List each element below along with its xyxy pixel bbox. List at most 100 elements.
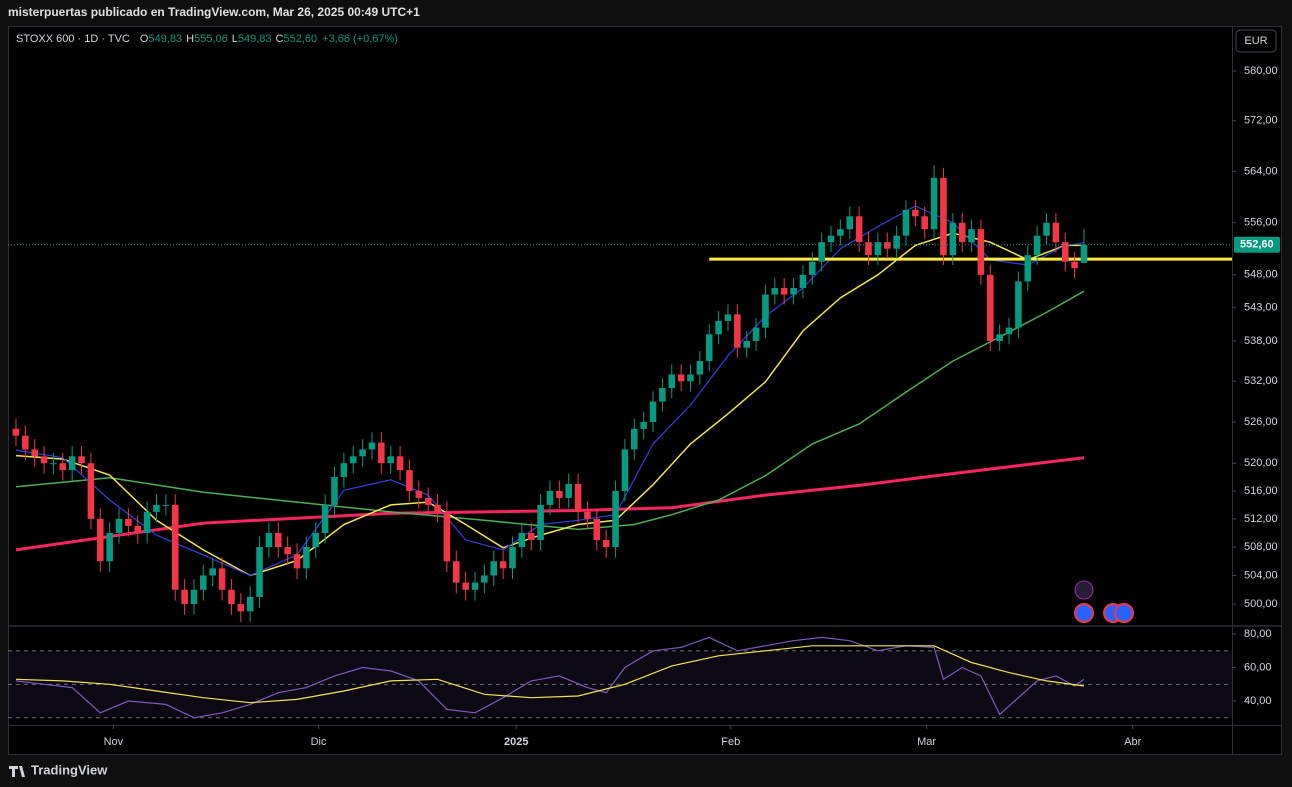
candle-body [97,518,104,562]
candle-body [171,504,179,590]
candle-body [275,532,282,548]
candle-body [743,340,750,348]
candle-body [453,561,460,583]
candle-body [125,518,132,526]
rsi-y-tick-label: 60,00 [1244,661,1272,673]
candle-body [200,575,207,590]
moving-average [15,290,1085,531]
candle-body [40,456,48,464]
icon[interactable] [1074,603,1094,623]
legend-value: 552,60 [283,33,317,45]
candle-body [1061,242,1069,262]
candle-body [415,490,423,498]
candle-body [677,374,685,382]
legend-value: 549,83 [148,33,182,45]
last-price-box [1234,236,1280,253]
candle-body [762,294,769,328]
candle-body [696,361,704,375]
currency[interactable]: EUR [1244,35,1267,47]
candle-body [574,483,582,512]
candle-body [865,242,872,256]
candle-body [724,314,732,321]
candle-body [893,235,900,249]
candle-body [265,532,273,548]
candle-body [659,388,666,402]
y-tick-label: 516,00 [1244,485,1278,497]
legend: STOXX 600 · 1D · TVC O549,83 H555,06 L549,8… [16,33,398,45]
header-text: misterpuertas publicado en TradingView.c… [8,5,420,19]
candle-body [883,242,891,249]
y-tick-label: 543,00 [1244,302,1278,314]
candle-body [162,504,170,506]
candle-body [631,428,638,450]
icon[interactable] [1114,603,1134,623]
candle-body [481,575,488,583]
candle-body [303,547,310,569]
candle-body [78,456,85,464]
candle-body [546,490,554,505]
rsi-y-tick-label: 80,00 [1244,628,1272,640]
pane-icons [1074,580,1134,623]
icon[interactable] [1074,580,1094,600]
candle-body [106,532,113,562]
candle-body [471,582,479,590]
y-tick-label: 512,00 [1244,513,1278,525]
y-tick-label: 548,00 [1244,269,1278,281]
candle-body [968,229,975,243]
candle-body [827,235,835,243]
candle-body [771,287,779,295]
x-tick-label: Feb [721,736,740,748]
chart-frame [8,26,1282,755]
rsi-y-tick-label: 40,00 [1244,695,1272,707]
candle-body [734,314,741,348]
candle-body [874,242,882,256]
candle-body [799,274,807,288]
candle-body [1052,222,1060,243]
candle-body [1071,261,1078,269]
candle-body [181,589,188,605]
y-tick-label: 508,00 [1244,541,1278,553]
candle-body [949,222,957,256]
candle-body [228,589,235,605]
candle-body [143,511,151,533]
legend-symbol: STOXX 600 · 1D · TVC [16,33,130,45]
candle-body [378,442,385,464]
candle-body [443,511,451,562]
candle-body [518,532,526,548]
brand: TradingView [31,762,108,777]
currency-button[interactable] [1235,29,1277,53]
candle-body [22,435,29,450]
candle-body [565,483,572,498]
candle-body [12,428,20,436]
candle-body [387,456,394,464]
candle-body [1005,327,1013,335]
y-tick-label: 538,00 [1244,335,1278,347]
candle-body [818,242,825,262]
legend-key: L [232,33,238,45]
candle-body [31,449,38,457]
candle-body [499,561,507,569]
candle-body [1080,244,1088,263]
candle-body [68,456,76,471]
candle-body [602,540,610,548]
candle-body [284,547,291,555]
candle-body [780,287,788,295]
legend-change: +3,66 (+0,67%) [322,33,398,45]
candle-body [705,334,713,362]
candle-body [349,456,357,464]
x-tick-label: Nov [104,736,124,748]
candle-body [1015,281,1022,328]
candle-body [115,518,123,533]
last-price-label: 552,60 [1240,239,1274,251]
legend-key: O [140,33,149,45]
candle-body [752,327,760,341]
candle-body [331,477,338,505]
candle-body [50,463,57,465]
y-tick-label: 572,00 [1244,115,1278,127]
y-tick-label: 500,00 [1244,598,1278,610]
candle-body [293,554,301,569]
candle-body [527,532,535,541]
candle-body [396,456,404,471]
candle-body [59,463,67,471]
